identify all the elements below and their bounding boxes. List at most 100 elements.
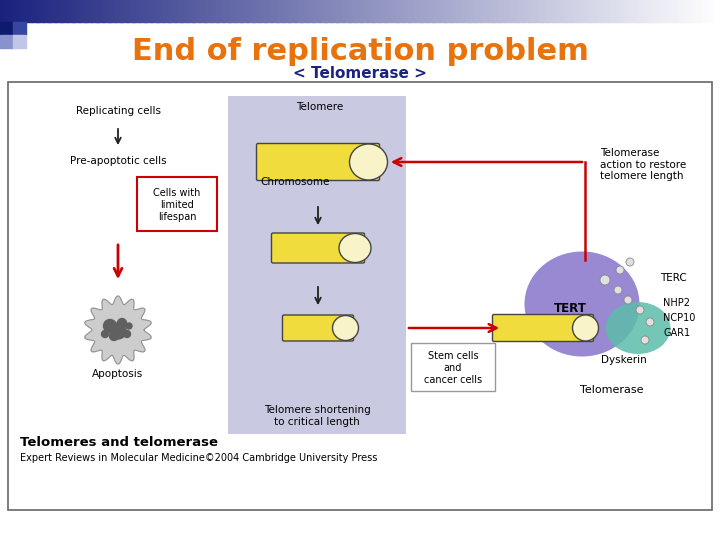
Bar <box>207 0 210 22</box>
Bar <box>13 35 26 48</box>
Bar <box>12 0 15 22</box>
Bar <box>379 0 382 22</box>
Bar <box>302 0 305 22</box>
Bar <box>598 0 600 22</box>
Bar <box>171 0 174 22</box>
Bar <box>122 0 125 22</box>
Bar <box>103 0 106 22</box>
Bar <box>425 0 428 22</box>
Bar <box>423 0 426 22</box>
Polygon shape <box>85 296 151 364</box>
Bar <box>84 0 87 22</box>
Bar <box>372 0 375 22</box>
Bar <box>225 0 228 22</box>
Bar <box>142 0 145 22</box>
Bar <box>326 0 329 22</box>
Bar <box>374 0 377 22</box>
Bar <box>470 0 473 22</box>
Bar <box>101 0 104 22</box>
Bar <box>506 0 509 22</box>
Bar <box>218 0 221 22</box>
Bar <box>454 0 456 22</box>
Bar <box>63 0 66 22</box>
Circle shape <box>646 318 654 326</box>
Ellipse shape <box>333 315 359 341</box>
Bar <box>240 0 243 22</box>
Bar <box>434 0 437 22</box>
Bar <box>264 0 267 22</box>
Circle shape <box>102 330 109 338</box>
Bar <box>449 0 451 22</box>
Bar <box>564 0 567 22</box>
Bar <box>468 0 471 22</box>
Bar <box>708 0 711 22</box>
Bar <box>696 0 699 22</box>
Bar <box>614 0 617 22</box>
Bar <box>689 0 692 22</box>
Bar <box>684 0 687 22</box>
Bar <box>679 0 682 22</box>
Bar <box>389 0 392 22</box>
Bar <box>418 0 420 22</box>
Bar <box>305 0 307 22</box>
Bar <box>554 0 557 22</box>
Circle shape <box>626 258 634 266</box>
Bar <box>173 0 176 22</box>
Text: Telomere shortening
to critical length: Telomere shortening to critical length <box>264 405 370 427</box>
Bar <box>120 0 123 22</box>
Bar <box>672 0 675 22</box>
Bar <box>0 35 13 48</box>
Bar <box>360 0 363 22</box>
Bar <box>559 0 562 22</box>
Bar <box>7 0 10 22</box>
Bar <box>331 0 334 22</box>
Bar <box>235 0 238 22</box>
Bar <box>490 0 492 22</box>
Bar <box>715 0 718 22</box>
Bar <box>99 0 102 22</box>
Bar <box>698 0 701 22</box>
Bar <box>607 0 610 22</box>
Text: Expert Reviews in Molecular Medicine©2004 Cambridge University Press: Expert Reviews in Molecular Medicine©200… <box>20 453 377 463</box>
Bar <box>5 0 8 22</box>
Bar <box>682 0 685 22</box>
Bar <box>199 0 202 22</box>
Bar <box>31 0 34 22</box>
Text: TERT: TERT <box>554 301 586 314</box>
Bar <box>135 0 138 22</box>
Bar <box>257 0 260 22</box>
Ellipse shape <box>606 302 670 354</box>
FancyBboxPatch shape <box>282 315 354 341</box>
Bar <box>228 0 231 22</box>
Bar <box>477 0 480 22</box>
Bar <box>329 0 332 22</box>
Bar <box>34 0 37 22</box>
Bar <box>254 0 257 22</box>
Bar <box>571 0 574 22</box>
Bar <box>9 0 12 22</box>
Ellipse shape <box>339 233 371 262</box>
Bar <box>125 0 127 22</box>
Bar <box>492 0 495 22</box>
Bar <box>711 0 714 22</box>
Bar <box>610 0 613 22</box>
Bar <box>22 0 24 22</box>
Bar <box>612 0 615 22</box>
Text: GAR1: GAR1 <box>663 328 690 338</box>
Circle shape <box>600 275 610 285</box>
Bar <box>485 0 487 22</box>
Bar <box>482 0 485 22</box>
Bar <box>574 0 577 22</box>
Bar <box>497 0 500 22</box>
Text: Telomeres and telomerase: Telomeres and telomerase <box>20 435 218 449</box>
Bar <box>50 0 53 22</box>
Bar <box>115 0 118 22</box>
Bar <box>27 0 30 22</box>
Bar <box>295 0 298 22</box>
Bar <box>137 0 140 22</box>
Bar <box>521 0 523 22</box>
Bar <box>538 0 541 22</box>
Bar <box>197 0 199 22</box>
Bar <box>621 0 624 22</box>
Bar <box>430 0 433 22</box>
